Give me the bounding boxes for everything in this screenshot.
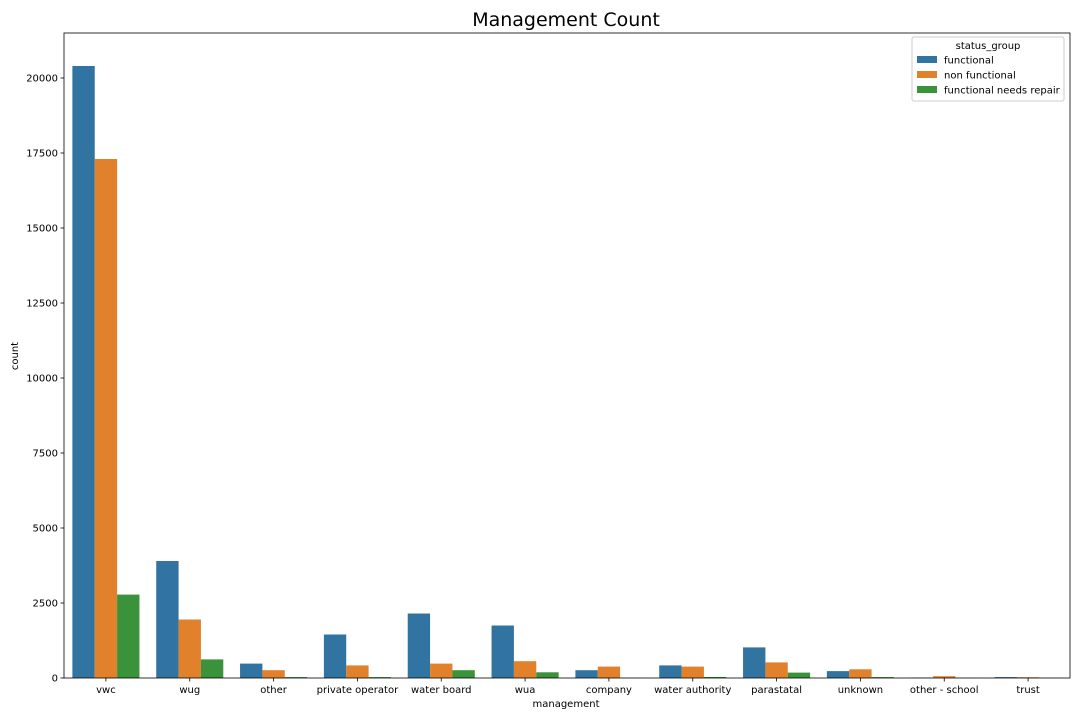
y-axis-label: count bbox=[10, 342, 21, 370]
legend-label-functional: functional bbox=[944, 56, 994, 67]
bars-layer bbox=[72, 66, 1061, 678]
y-tick-label: 10000 bbox=[26, 374, 58, 385]
legend-title: status_group bbox=[956, 41, 1021, 52]
bar-wug-functional bbox=[156, 561, 178, 678]
chart-title: Management Count bbox=[472, 9, 660, 31]
bar-parastatal-non-functional bbox=[765, 662, 787, 678]
x-tick-label: company bbox=[586, 685, 632, 696]
bar-wua-functional-needs-repair bbox=[536, 672, 558, 678]
bar-wug-non-functional bbox=[179, 620, 201, 679]
legend-label-non-functional: non functional bbox=[944, 71, 1016, 82]
y-tick-label: 17500 bbox=[26, 149, 58, 160]
y-tick-label: 0 bbox=[52, 674, 58, 685]
x-axis: vwc wug other private operator water board wu… bbox=[96, 678, 1040, 696]
y-tick-label: 2500 bbox=[33, 599, 58, 610]
legend: status_group functional non functional fun… bbox=[912, 37, 1064, 101]
x-axis-label: management bbox=[533, 699, 600, 710]
bar-private-operator-non-functional bbox=[346, 665, 368, 678]
bar-private-operator-functional bbox=[324, 635, 346, 679]
x-tick-label: vwc bbox=[96, 685, 116, 696]
x-tick-label: wug bbox=[179, 685, 200, 696]
bar-parastatal-functional-needs-repair bbox=[788, 673, 810, 678]
y-tick-label: 12500 bbox=[26, 299, 58, 310]
y-axis: 0 2500 5000 7500 10000 12500 15000 17500 20000 bbox=[26, 74, 64, 685]
bar-wua-non-functional bbox=[514, 661, 536, 678]
legend-swatch-functional-needs-repair bbox=[917, 86, 937, 93]
bar-water-board-non-functional bbox=[430, 664, 452, 678]
x-tick-label: water board bbox=[411, 685, 472, 696]
plot-frame bbox=[64, 33, 1070, 678]
x-tick-label: other - school bbox=[910, 685, 979, 696]
bar-company-non-functional bbox=[598, 667, 620, 678]
bar-water-board-functional bbox=[408, 614, 430, 679]
x-tick-label: other bbox=[260, 685, 288, 696]
bar-vwc-functional-needs-repair bbox=[117, 595, 139, 678]
bar-wug-functional-needs-repair bbox=[201, 659, 223, 678]
y-tick-label: 7500 bbox=[33, 449, 58, 460]
bar-other-functional bbox=[240, 664, 262, 678]
x-tick-label: parastatal bbox=[751, 685, 802, 696]
bar-water-authority-functional bbox=[659, 665, 681, 678]
y-tick-label: 20000 bbox=[26, 74, 58, 85]
bar-vwc-functional bbox=[72, 66, 94, 678]
y-tick-label: 15000 bbox=[26, 224, 58, 235]
bar-company-functional bbox=[575, 670, 597, 678]
x-tick-label: private operator bbox=[317, 685, 399, 696]
y-tick-label: 5000 bbox=[33, 524, 58, 535]
bar-water-authority-non-functional bbox=[682, 667, 704, 678]
x-tick-label: trust bbox=[1016, 685, 1040, 696]
legend-swatch-functional bbox=[917, 56, 937, 63]
x-tick-label: unknown bbox=[838, 685, 883, 696]
legend-swatch-non-functional bbox=[917, 71, 937, 78]
legend-label-functional-needs-repair: functional needs repair bbox=[944, 86, 1061, 97]
bar-vwc-non-functional bbox=[95, 159, 117, 678]
x-tick-label: wua bbox=[515, 685, 536, 696]
bar-wua-functional bbox=[492, 626, 514, 679]
bar-unknown-functional bbox=[827, 671, 849, 678]
bar-parastatal-functional bbox=[743, 647, 765, 678]
bar-other-non-functional bbox=[262, 670, 284, 678]
bar-water-board-functional-needs-repair bbox=[452, 670, 474, 678]
bar-unknown-non-functional bbox=[849, 669, 871, 678]
x-tick-label: water authority bbox=[654, 685, 731, 696]
